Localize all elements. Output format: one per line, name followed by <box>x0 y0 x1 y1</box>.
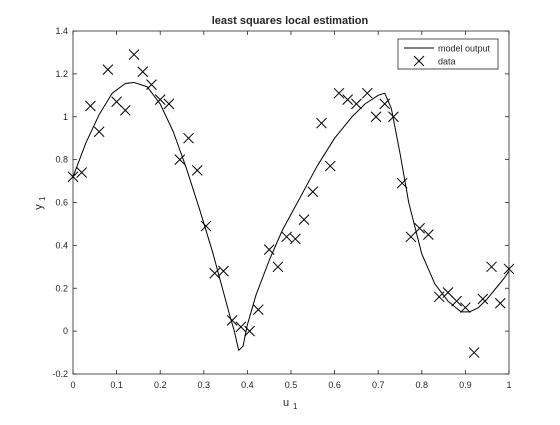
legend: model output data <box>397 38 499 70</box>
x-tick-label: 0 <box>70 380 75 390</box>
data-point-marker <box>486 261 497 273</box>
data-point-marker <box>67 171 79 183</box>
x-tick-label: 0.9 <box>459 380 472 390</box>
x-tick-label: 0.4 <box>241 380 254 390</box>
y-tick-label: 0.2 <box>55 283 68 293</box>
legend-box <box>397 38 499 70</box>
data-point-marker <box>405 231 417 243</box>
y-axis-label-subscript: 1 <box>38 196 47 201</box>
data-point-marker <box>414 222 425 234</box>
x-axis: 0 0.1 0.2 0.3 0.4 0.5 0.6 0.7 0.8 0.9 1 <box>70 31 512 390</box>
x-tick-label: 0.5 <box>285 380 298 390</box>
data-point-marker <box>174 154 186 165</box>
data-point-marker <box>422 229 434 241</box>
plot-area <box>72 30 510 375</box>
y-tick-label: 0.4 <box>55 240 68 250</box>
x-tick-label: 0.8 <box>416 380 429 390</box>
data-point-marker <box>307 186 319 198</box>
y-tick-label: -0.2 <box>52 369 68 379</box>
data-point-marker <box>209 267 221 279</box>
y-axis-label: y 1 <box>33 196 47 210</box>
data-point-marker <box>460 302 471 313</box>
data-point-marker <box>154 94 166 105</box>
data-point-marker <box>388 111 399 123</box>
data-point-marker <box>128 49 140 60</box>
data-point-marker <box>272 261 284 273</box>
data-point-marker <box>137 66 149 78</box>
x-tick-label: 0.7 <box>372 380 385 390</box>
data-point-marker <box>111 96 122 108</box>
x-tick-label: 1 <box>506 380 511 390</box>
series-line-model-output <box>72 81 510 351</box>
x-axis-label: u 1 <box>283 397 298 411</box>
y-axis: -0.2 0 0.2 0.4 0.6 0.8 1 1.2 1.4 <box>52 26 509 379</box>
legend-label-data: data <box>438 57 456 67</box>
data-point-marker <box>370 111 382 123</box>
x-tick-label: 0.3 <box>198 380 211 390</box>
legend-marker-swatch <box>413 55 425 67</box>
data-point-marker <box>200 220 212 232</box>
data-point-marker <box>324 160 336 172</box>
data-point-marker <box>316 117 327 129</box>
data-point-marker <box>351 98 362 110</box>
legend-label-model-output: model output <box>438 44 491 54</box>
x-tick-label: 0.2 <box>154 380 167 390</box>
data-point-marker <box>298 214 310 226</box>
data-point-marker <box>76 167 88 178</box>
data-point-marker <box>333 87 345 99</box>
data-point-marker <box>451 295 463 307</box>
data-point-marker <box>290 233 301 245</box>
series-layer <box>67 49 515 358</box>
x-axis-label-subscript: 1 <box>293 402 298 411</box>
data-point-marker <box>442 287 454 298</box>
data-point-marker <box>146 79 157 90</box>
data-point-marker <box>218 265 229 277</box>
data-point-marker <box>396 177 408 189</box>
data-point-marker <box>379 98 391 110</box>
data-point-marker <box>102 64 114 75</box>
data-point-marker <box>163 98 175 110</box>
y-axis-label-main: y <box>33 204 45 210</box>
data-point-marker <box>503 263 515 275</box>
data-point-marker <box>93 126 105 138</box>
data-point-marker <box>281 231 292 243</box>
data-point-marker <box>263 244 275 256</box>
data-point-marker <box>252 304 264 316</box>
data-point-marker <box>494 297 506 309</box>
data-point-marker <box>85 100 96 112</box>
y-tick-label: 0.6 <box>55 198 68 208</box>
y-tick-label: 0 <box>63 326 68 336</box>
data-point-marker <box>244 325 255 337</box>
data-point-marker <box>477 293 489 305</box>
y-tick-label: 1 <box>63 112 68 122</box>
x-tick-label: 0.6 <box>328 380 341 390</box>
data-point-marker <box>183 132 194 144</box>
chart-title: least squares local estimation <box>212 15 369 27</box>
x-tick-label: 0.1 <box>110 380 123 390</box>
y-tick-label: 1.2 <box>55 69 68 79</box>
y-tick-label: 0.8 <box>55 155 68 165</box>
data-point-marker <box>191 164 203 176</box>
data-point-marker <box>235 321 247 333</box>
data-point-marker <box>342 94 354 105</box>
data-point-marker <box>361 87 373 99</box>
data-point-marker <box>433 291 445 303</box>
x-axis-label-main: u <box>283 397 289 409</box>
data-point-marker <box>468 347 480 358</box>
y-tick-label: 1.4 <box>55 26 68 36</box>
data-point-marker <box>119 104 131 116</box>
data-point-marker <box>226 315 238 326</box>
